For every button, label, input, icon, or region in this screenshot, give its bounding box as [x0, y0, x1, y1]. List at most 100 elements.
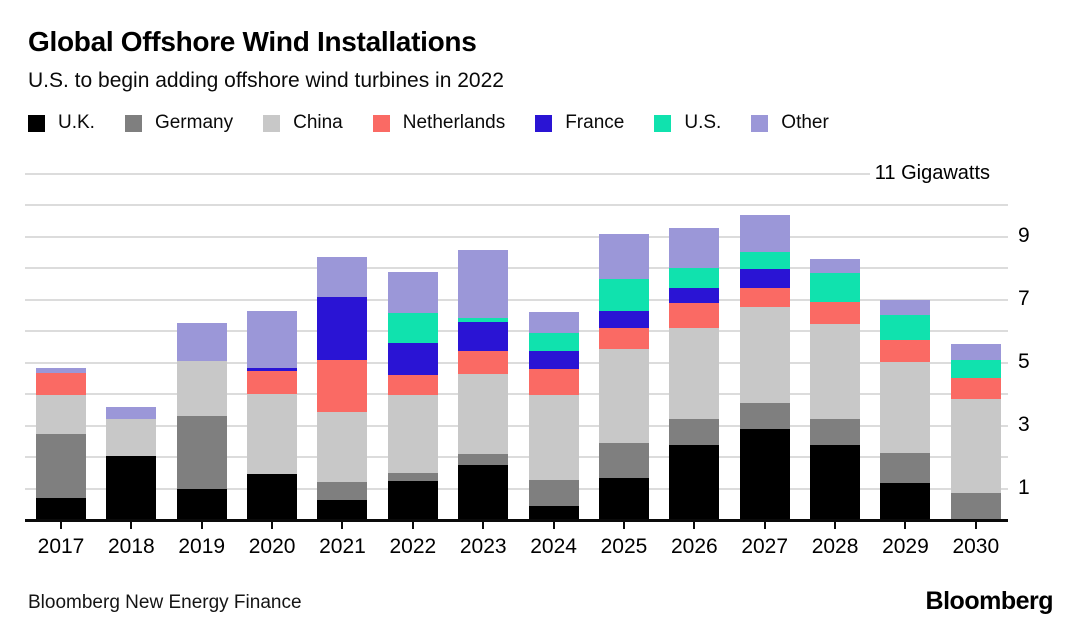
- bar-segment-netherlands-2024: [528, 369, 579, 396]
- bar-2017: [36, 367, 86, 520]
- bar-segment-other-2018: [106, 407, 157, 420]
- bar-segment-china-2018: [106, 419, 157, 457]
- x-axis-label-2023: 2023: [459, 535, 507, 558]
- bar-segment-netherlands-2030: [950, 378, 1001, 399]
- bar-segment-other-2030: [950, 343, 1001, 360]
- x-axis-label-2021: 2021: [319, 535, 366, 558]
- gridline-7gw: [25, 298, 1008, 301]
- x-axis-label-2018: 2018: [108, 535, 155, 558]
- bar-segment-germany-2025: [598, 443, 649, 479]
- bar-segment-china-2020: [247, 393, 298, 475]
- legend-item-u-k: U.K.: [28, 112, 95, 134]
- bar-segment-u-s-2028: [810, 273, 861, 302]
- gridline-1gw: [25, 487, 1008, 490]
- bar-segment-china-2029: [880, 361, 931, 454]
- bar-segment-other-2029: [880, 299, 931, 316]
- gridline-2gw: [25, 456, 1008, 459]
- chart-title: Global Offshore Wind Installations: [28, 26, 477, 57]
- bar-2018: [106, 407, 157, 520]
- bar-segment-u-s-2023: [458, 317, 509, 322]
- bar-segment-france-2027: [739, 269, 790, 288]
- legend-label: Other: [781, 112, 829, 133]
- legend-swatch-china: [263, 114, 281, 132]
- x-axis-tick-2028: [834, 522, 837, 529]
- bar-segment-china-2023: [458, 374, 509, 455]
- bar-segment-germany-2029: [880, 453, 931, 483]
- bar-segment-germany-2019: [176, 416, 227, 489]
- y-axis-label-9: 9: [1018, 223, 1030, 247]
- bar-2020: [247, 311, 298, 520]
- bar-segment-china-2027: [739, 307, 790, 403]
- bar-segment-u-k-2023: [458, 465, 509, 520]
- bar-segment-france-2020: [247, 368, 298, 371]
- bar-segment-china-2030: [950, 398, 1001, 494]
- bar-segment-germany-2026: [669, 419, 720, 445]
- bar-segment-china-2026: [669, 328, 720, 420]
- x-axis-label-2019: 2019: [178, 535, 226, 558]
- bar-segment-china-2025: [598, 348, 649, 444]
- x-axis-label-2025: 2025: [600, 535, 648, 558]
- bar-segment-france-2022: [387, 342, 438, 376]
- bar-segment-netherlands-2023: [458, 351, 509, 375]
- x-axis-tick-2020: [271, 522, 274, 529]
- legend-label: Germany: [154, 112, 234, 133]
- legend-swatch-u-k: [28, 114, 45, 132]
- legend-swatch-netherlands: [372, 114, 390, 132]
- x-axis-tick-2027: [763, 522, 766, 529]
- bar-2019: [176, 322, 227, 520]
- bar-segment-france-2021: [317, 296, 368, 360]
- x-axis-label-2027: 2027: [741, 535, 789, 558]
- bar-segment-u-s-2027: [739, 251, 790, 270]
- x-axis-label-2028: 2028: [811, 535, 859, 558]
- bar-segment-france-2023: [458, 321, 509, 352]
- gridline-11gw: [25, 173, 870, 175]
- legend-item-netherlands: Netherlands: [372, 112, 506, 134]
- bar-segment-u-k-2019: [176, 488, 227, 520]
- bar-segment-germany-2024: [528, 480, 579, 507]
- bar-segment-netherlands-2028: [810, 301, 861, 325]
- bar-segment-germany-2028: [810, 419, 861, 445]
- bar-segment-other-2023: [458, 250, 509, 318]
- source-label: Bloomberg New Energy Finance: [28, 592, 302, 613]
- bar-segment-other-2025: [598, 233, 649, 280]
- bar-segment-u-k-2022: [387, 481, 438, 520]
- bar-segment-other-2020: [247, 311, 298, 369]
- bar-segment-u-k-2021: [317, 500, 368, 520]
- bar-segment-u-s-2024: [528, 332, 579, 352]
- bar-segment-u-k-2027: [739, 429, 790, 520]
- bar-segment-china-2022: [387, 395, 438, 473]
- bar-segment-other-2028: [810, 259, 861, 274]
- bar-2021: [317, 256, 368, 520]
- x-axis-tick-2019: [200, 522, 203, 529]
- x-axis-tick-2030: [974, 522, 977, 529]
- y-axis-max-label: 11 Gigawatts: [830, 162, 990, 185]
- bar-segment-u-s-2026: [669, 268, 720, 288]
- bar-segment-germany-2022: [387, 472, 438, 481]
- x-axis-label-2017: 2017: [37, 535, 85, 558]
- bar-segment-netherlands-2022: [387, 375, 438, 396]
- bar-2030: [950, 343, 1001, 520]
- legend-swatch-germany: [124, 114, 142, 132]
- x-axis-tick-2018: [130, 522, 133, 529]
- gridline-4gw: [25, 393, 1008, 396]
- x-axis-tick-2024: [552, 522, 555, 529]
- bar-segment-germany-2021: [317, 481, 368, 501]
- legend-label: Netherlands: [402, 112, 506, 133]
- bar-segment-germany-2030: [950, 493, 1001, 520]
- bloomberg-logo: Bloomberg: [925, 587, 1054, 615]
- plot-area: [25, 173, 1008, 520]
- x-axis-line: [25, 519, 1008, 522]
- legend-item-other: Other: [751, 112, 829, 134]
- bar-segment-other-2017: [36, 367, 86, 374]
- bar-segment-u-k-2028: [810, 444, 861, 520]
- x-axis-tick-2022: [411, 522, 414, 529]
- bar-segment-china-2021: [317, 411, 368, 482]
- bar-segment-china-2024: [528, 395, 579, 481]
- bar-2023: [458, 250, 509, 520]
- bar-segment-other-2027: [739, 215, 790, 252]
- gridline-3gw: [25, 424, 1008, 427]
- bar-segment-netherlands-2027: [739, 287, 790, 308]
- bar-segment-netherlands-2029: [880, 340, 931, 362]
- x-axis-tick-2023: [482, 522, 485, 529]
- bar-2027: [739, 215, 790, 520]
